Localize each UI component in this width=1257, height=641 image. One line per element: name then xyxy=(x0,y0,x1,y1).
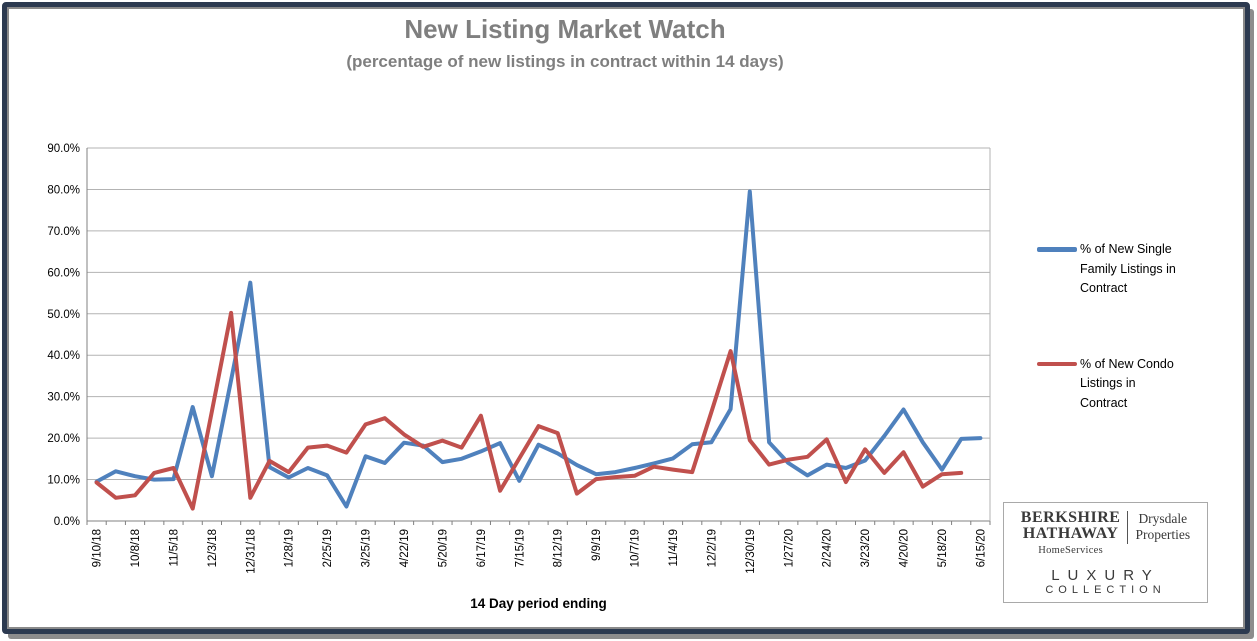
y-axis-tick-label: 0.0% xyxy=(54,516,80,528)
x-axis-tick-label: 5/18/20 xyxy=(937,529,949,567)
y-axis-tick-label: 50.0% xyxy=(47,309,80,321)
x-axis-tick-label: 1/27/20 xyxy=(783,529,795,567)
brand-homeservices: HomeServices xyxy=(1038,545,1104,556)
partner-line1: Drysdale xyxy=(1138,511,1188,526)
x-axis-tick-label: 1/28/19 xyxy=(284,529,296,567)
x-axis-tick-label: 9/9/19 xyxy=(591,529,603,561)
luxury-collection-wordmark: LUXURY COLLECTION xyxy=(1004,568,1207,597)
window-frame-inner-border xyxy=(7,7,1245,629)
legend-entry-condo: % of New Condo Listings in Contract xyxy=(1037,355,1213,414)
legend-label-condo: % of New Condo Listings in Contract xyxy=(1080,356,1174,410)
series-line-single-family xyxy=(94,189,983,509)
x-axis-tick-label: 5/20/19 xyxy=(437,529,449,567)
x-axis-tick-label: 7/15/19 xyxy=(514,529,526,567)
x-axis-tick-label: 10/7/19 xyxy=(630,529,642,567)
x-axis-tick-label: 2/24/20 xyxy=(822,529,834,567)
y-axis-tick-label: 30.0% xyxy=(47,392,80,404)
x-axis-tick-label: 4/22/19 xyxy=(399,529,411,567)
x-axis-tick-label: 3/23/20 xyxy=(860,529,872,567)
x-axis-tick-label: 12/3/18 xyxy=(207,529,219,567)
x-axis-tick-label: 8/12/19 xyxy=(553,529,565,567)
x-axis-tick-label: 6/17/19 xyxy=(476,529,488,567)
x-axis-tick-label: 12/31/18 xyxy=(245,529,257,574)
chart-title: New Listing Market Watch xyxy=(404,14,726,44)
y-axis-tick-label: 90.0% xyxy=(47,143,80,155)
legend-label-single-family: % of New Single Family Listings in Contr… xyxy=(1080,242,1176,295)
logo-divider-line xyxy=(1127,511,1129,544)
berkshire-hathaway-wordmark: BERKSHIRE HATHAWAY HomeServices xyxy=(1021,510,1121,559)
y-axis-tick-label: 10.0% xyxy=(47,475,80,487)
x-axis-tick-label: 6/15/20 xyxy=(975,529,987,567)
legend-line-swatch-condo xyxy=(1037,361,1077,366)
y-axis-tick-label: 70.0% xyxy=(47,226,80,238)
series-line-condo xyxy=(94,310,964,511)
brand-logo: BERKSHIRE HATHAWAY HomeServices Drysdale… xyxy=(1003,502,1208,603)
y-axis-tick-label: 60.0% xyxy=(47,267,80,279)
partner-line2: Properties xyxy=(1135,527,1191,542)
y-axis-tick-label: 20.0% xyxy=(47,433,80,445)
drysdale-properties-wordmark: Drysdale Properties xyxy=(1135,510,1190,543)
x-axis-tick-label: 11/5/18 xyxy=(168,529,180,567)
x-axis-tick-label: 12/2/19 xyxy=(706,529,718,567)
x-axis-tick-label: 3/25/19 xyxy=(361,529,373,567)
legend-line-swatch-single-family xyxy=(1037,247,1077,252)
legend-entry-single-family: % of New Single Family Listings in Contr… xyxy=(1037,240,1213,299)
x-axis-tick-label: 12/30/19 xyxy=(745,529,757,574)
x-axis-tick-label: 11/4/19 xyxy=(668,529,680,567)
brand-logo-top-row: BERKSHIRE HATHAWAY HomeServices Drysdale… xyxy=(1004,503,1207,559)
brand-line1: BERKSHIRE xyxy=(1020,509,1121,526)
x-axis-title: 14 Day period ending xyxy=(470,596,607,611)
x-axis-tick-label: 4/20/20 xyxy=(899,529,911,567)
x-axis-tick-label: 10/8/18 xyxy=(130,529,142,567)
legend: % of New Single Family Listings in Contr… xyxy=(1037,240,1213,413)
luxury-line: LUXURY xyxy=(1051,567,1160,584)
window-frame xyxy=(2,2,1250,634)
x-axis-tick-label: 9/10/18 xyxy=(92,529,104,567)
y-axis-tick-label: 40.0% xyxy=(47,350,80,362)
brand-line2: HATHAWAY xyxy=(1022,525,1119,542)
collection-line: COLLECTION xyxy=(1045,584,1166,596)
chart-subtitle: (percentage of new listings in contract … xyxy=(346,52,784,71)
y-axis-tick-label: 80.0% xyxy=(47,184,80,196)
x-axis-tick-label: 2/25/19 xyxy=(322,529,334,567)
